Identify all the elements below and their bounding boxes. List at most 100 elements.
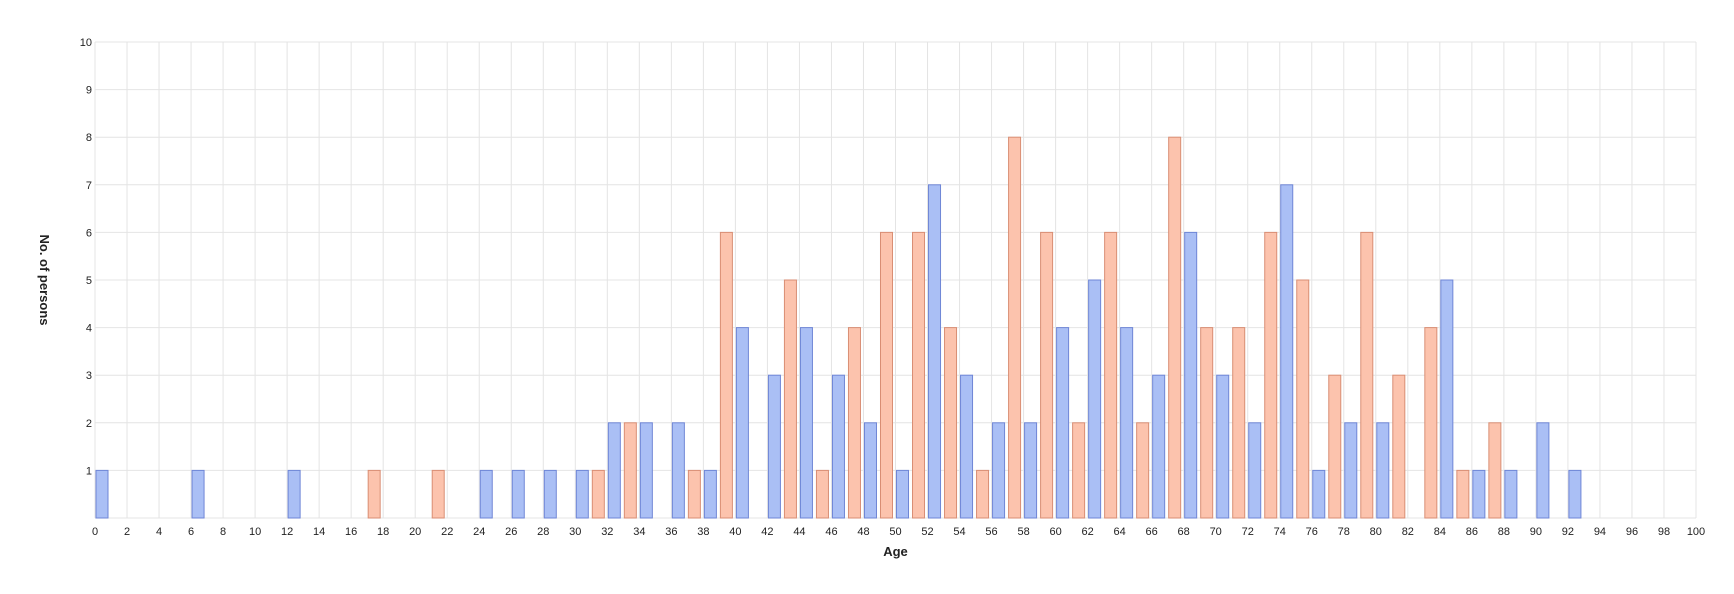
bar (847, 327, 861, 519)
bar (1168, 136, 1182, 519)
bar (1184, 231, 1198, 519)
bar (1376, 422, 1390, 519)
bar (944, 327, 958, 519)
y-tick-label: 8 (86, 132, 92, 144)
x-tick-label: 58 (1017, 526, 1029, 538)
x-tick-label: 86 (1466, 526, 1478, 538)
y-tick-label: 1 (86, 465, 92, 477)
bar (1248, 422, 1262, 519)
x-tick-label: 88 (1498, 526, 1510, 538)
tick-labels: 0 2 4 6 8 10 12 14 16 18 20 22 24 26 28 30 32 34 36 38 40 42 4… (80, 37, 1705, 538)
bar (1104, 231, 1118, 519)
x-tick-label: 6 (188, 526, 194, 538)
bar (431, 469, 445, 519)
x-tick-label: 0 (92, 526, 98, 538)
x-tick-label: 94 (1594, 526, 1606, 538)
x-axis-title: Age (883, 544, 908, 559)
bar (1088, 279, 1102, 519)
bar (879, 231, 893, 519)
x-tick-label: 16 (345, 526, 357, 538)
bar (735, 327, 749, 519)
bar (703, 469, 717, 519)
y-tick-label: 10 (80, 37, 92, 49)
x-tick-label: 84 (1434, 526, 1446, 538)
bar (623, 422, 637, 519)
x-tick-label: 66 (1146, 526, 1158, 538)
x-tick-label: 52 (921, 526, 933, 538)
x-tick-label: 46 (825, 526, 837, 538)
y-tick-label: 3 (86, 370, 92, 382)
bar (191, 469, 205, 519)
bar (1440, 279, 1454, 519)
bar (1120, 327, 1134, 519)
bar (976, 469, 990, 519)
bar (1424, 327, 1438, 519)
x-tick-label: 20 (409, 526, 421, 538)
y-tick-label: 7 (86, 180, 92, 192)
x-tick-label: 96 (1626, 526, 1638, 538)
x-tick-label: 36 (665, 526, 677, 538)
x-tick-label: 2 (124, 526, 130, 538)
bar (1072, 422, 1086, 519)
x-tick-label: 70 (1210, 526, 1222, 538)
bar (1504, 469, 1518, 519)
bar (815, 469, 829, 519)
bar (367, 469, 381, 519)
y-axis-title: No. of persons (37, 234, 52, 325)
x-tick-label: 56 (985, 526, 997, 538)
bar (1456, 469, 1470, 519)
bar (671, 422, 685, 519)
x-tick-label: 98 (1658, 526, 1670, 538)
x-tick-label: 34 (633, 526, 645, 538)
bar (863, 422, 877, 519)
x-tick-label: 90 (1530, 526, 1542, 538)
x-tick-label: 68 (1178, 526, 1190, 538)
bar (1280, 184, 1294, 519)
bar (719, 231, 733, 519)
x-tick-label: 48 (857, 526, 869, 538)
bar (912, 231, 926, 519)
x-tick-label: 38 (697, 526, 709, 538)
bar (687, 469, 701, 519)
x-tick-label: 44 (793, 526, 805, 538)
x-tick-label: 18 (377, 526, 389, 538)
y-tick-label: 6 (86, 227, 92, 239)
bar (831, 374, 845, 519)
bar (928, 184, 942, 519)
bar (287, 469, 301, 519)
bar (992, 422, 1006, 519)
x-tick-label: 42 (761, 526, 773, 538)
x-tick-label: 78 (1338, 526, 1350, 538)
bar (543, 469, 557, 519)
bar (1296, 279, 1310, 519)
bar (639, 422, 653, 519)
x-tick-label: 76 (1306, 526, 1318, 538)
bar (1488, 422, 1502, 519)
bar (783, 279, 797, 519)
x-tick-label: 14 (313, 526, 325, 538)
x-tick-label: 40 (729, 526, 741, 538)
bar (511, 469, 525, 519)
bar (591, 469, 605, 519)
y-tick-label: 9 (86, 85, 92, 97)
x-tick-label: 62 (1081, 526, 1093, 538)
x-tick-label: 74 (1274, 526, 1286, 538)
bar (1152, 374, 1166, 519)
bar (1344, 422, 1358, 519)
x-tick-label: 30 (569, 526, 581, 538)
bar (1232, 327, 1246, 519)
bar (960, 374, 974, 519)
bar (1392, 374, 1406, 519)
x-tick-label: 100 (1687, 526, 1705, 538)
bar (1264, 231, 1278, 519)
x-tick-label: 64 (1114, 526, 1126, 538)
x-tick-label: 4 (156, 526, 162, 538)
bar (607, 422, 621, 519)
x-tick-label: 26 (505, 526, 517, 538)
x-tick-label: 92 (1562, 526, 1574, 538)
x-tick-label: 8 (220, 526, 226, 538)
bar (1200, 327, 1214, 519)
bar (799, 327, 813, 519)
x-tick-label: 60 (1049, 526, 1061, 538)
